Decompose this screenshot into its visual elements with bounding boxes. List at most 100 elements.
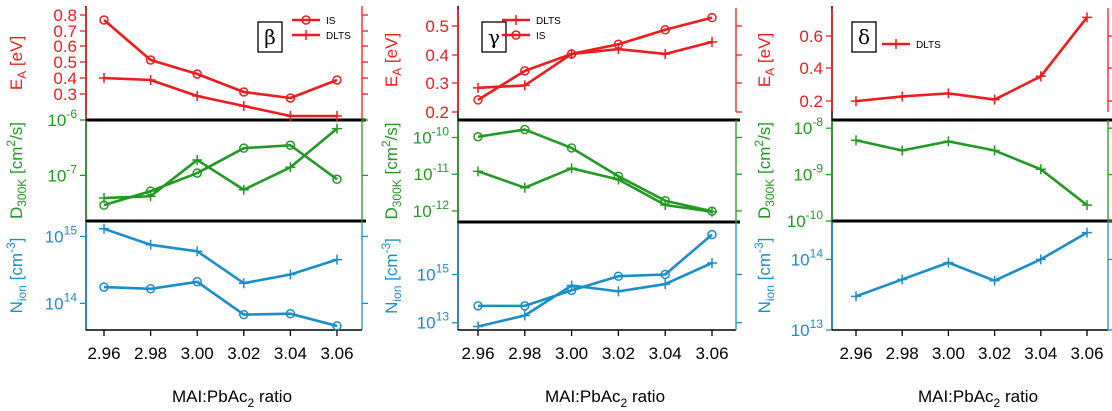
- y-tick-label: 0.3: [425, 74, 449, 93]
- y-tick-label: 10-10: [413, 125, 450, 148]
- n-axis-label: Nion [cm-3]: [752, 238, 777, 314]
- x-axis-label: MAI:PbAc2 ratio: [545, 387, 665, 410]
- n-data-point: [897, 274, 908, 285]
- y-tick-label: 10-11: [414, 161, 450, 184]
- d-data-point: [707, 206, 717, 217]
- x-tick-label: 2.98: [134, 344, 167, 363]
- d-data-point: [1082, 200, 1092, 211]
- n-data-point: [99, 223, 109, 234]
- n-data-point: [660, 279, 671, 290]
- ea-data-point: [660, 25, 670, 35]
- d-data-point: [239, 143, 249, 153]
- ea-axis-label: EA [eV]: [755, 33, 777, 87]
- d-data-point: [566, 143, 577, 153]
- d-data-point: [566, 163, 577, 174]
- y-tick-label: 0.7: [53, 22, 77, 41]
- ea-data-point: [238, 101, 249, 111]
- ea-data-point: [613, 44, 624, 55]
- panel-1: 0.80.70.60.50.40.3 10-6 10-7 1015 1014 EA [eV…: [4, 6, 368, 410]
- panel-label: δ: [858, 25, 870, 49]
- x-tick-label: 3.04: [649, 344, 682, 363]
- n-data-point: [1035, 254, 1046, 265]
- panel-3: 0.6 0.4 0.2 10-8 10-9 10-10 1014 1013 EA [eV] D30…: [752, 6, 1112, 410]
- x-axis-label: MAI:PbAc2 ratio: [918, 387, 1038, 410]
- legend-marker: [511, 30, 521, 40]
- d-data-point: [943, 136, 954, 147]
- ea-data-point: [566, 49, 577, 59]
- panel-2: 0.5 0.4 0.3 0.2 10-10 10-11 10-12 1015 1013 EA [e…: [379, 6, 742, 410]
- ea-data-point: [285, 111, 296, 121]
- ea-series-line: [477, 40, 713, 90]
- d-data-point: [99, 193, 109, 204]
- legend-label: IS: [326, 16, 336, 27]
- y-tick-label: 0.8: [53, 6, 77, 25]
- x-tick-label: 2.96: [461, 344, 494, 363]
- d-series-line: [477, 128, 713, 213]
- legend-label: DLTS: [916, 40, 941, 51]
- d-data-point: [145, 191, 156, 202]
- x-axis-label: MAI:PbAc2 ratio: [172, 387, 292, 410]
- d-data-point: [285, 162, 296, 173]
- d-data-point: [192, 168, 202, 178]
- d-axis-label: D300K [cm2/s]: [752, 122, 777, 219]
- x-tick-label: 3.00: [932, 344, 965, 363]
- y-tick-label: 0.4: [799, 59, 823, 78]
- n-data-point: [707, 229, 717, 240]
- n-data-point: [285, 308, 296, 319]
- y-tick-label: 0.6: [53, 37, 77, 56]
- ea-series-line: [855, 16, 1089, 103]
- ea-data-point: [473, 82, 483, 93]
- ea-data-point: [192, 69, 202, 79]
- d-data-point: [285, 140, 296, 150]
- d-data-point: [660, 200, 671, 211]
- ea-data-point: [145, 55, 156, 65]
- ea-data-point: [99, 73, 109, 83]
- n-data-point: [473, 321, 483, 332]
- d-data-point: [332, 174, 342, 185]
- n-data-point: [520, 301, 530, 311]
- y-tick-label: 0.5: [53, 53, 77, 72]
- ea-data-point: [660, 48, 671, 59]
- ea-data-point: [192, 91, 203, 101]
- n-data-point: [519, 310, 530, 321]
- d-series-line: [103, 127, 338, 200]
- y-tick-label: 0.4: [53, 69, 77, 88]
- y-tick-label: 10-8: [793, 115, 823, 138]
- y-tick-label: 10-6: [47, 107, 77, 130]
- y-tick-label: 1014: [791, 246, 824, 269]
- y-tick-label: 0.4: [425, 46, 449, 65]
- ea-axis-label: EA [eV]: [382, 33, 404, 87]
- x-tick-label: 2.98: [886, 344, 919, 363]
- ea-data-point: [519, 80, 530, 91]
- d-axis-label: D300K [cm2/s]: [4, 122, 29, 219]
- legend-marker: [891, 39, 901, 49]
- y-tick-label: 10-10: [787, 208, 824, 231]
- n-data-point: [145, 239, 156, 250]
- n-data-point: [192, 246, 203, 257]
- ea-data-point: [145, 75, 156, 85]
- x-tick-label: 3.04: [1024, 344, 1057, 363]
- y-tick-label: 1015: [417, 261, 450, 284]
- n-data-point: [332, 321, 342, 331]
- ea-series-line: [103, 19, 338, 100]
- x-tick-label: 3.00: [181, 344, 214, 363]
- x-tick-label: 3.02: [978, 344, 1011, 363]
- n-data-point: [851, 291, 861, 302]
- n-data-point: [707, 257, 717, 268]
- y-tick-label: 10-9: [793, 162, 823, 185]
- n-data-point: [1082, 227, 1092, 238]
- ea-data-point: [851, 96, 861, 107]
- d-axis-label: D300K [cm2/s]: [379, 122, 404, 219]
- x-tick-label: 3.06: [695, 344, 728, 363]
- panel-label-box: [851, 21, 877, 53]
- x-tick-label: 2.96: [87, 344, 120, 363]
- ea-data-point: [1035, 71, 1046, 82]
- ea-data-point: [989, 94, 1000, 105]
- y-tick-label: 10-7: [47, 162, 77, 185]
- ea-axis-label: EA [eV]: [7, 36, 29, 90]
- ea-data-point: [943, 88, 954, 99]
- n-data-point: [239, 309, 249, 320]
- n-data-point: [332, 254, 342, 265]
- ea-data-point: [285, 93, 296, 103]
- n-axis-label: Nion [cm-3]: [379, 238, 404, 314]
